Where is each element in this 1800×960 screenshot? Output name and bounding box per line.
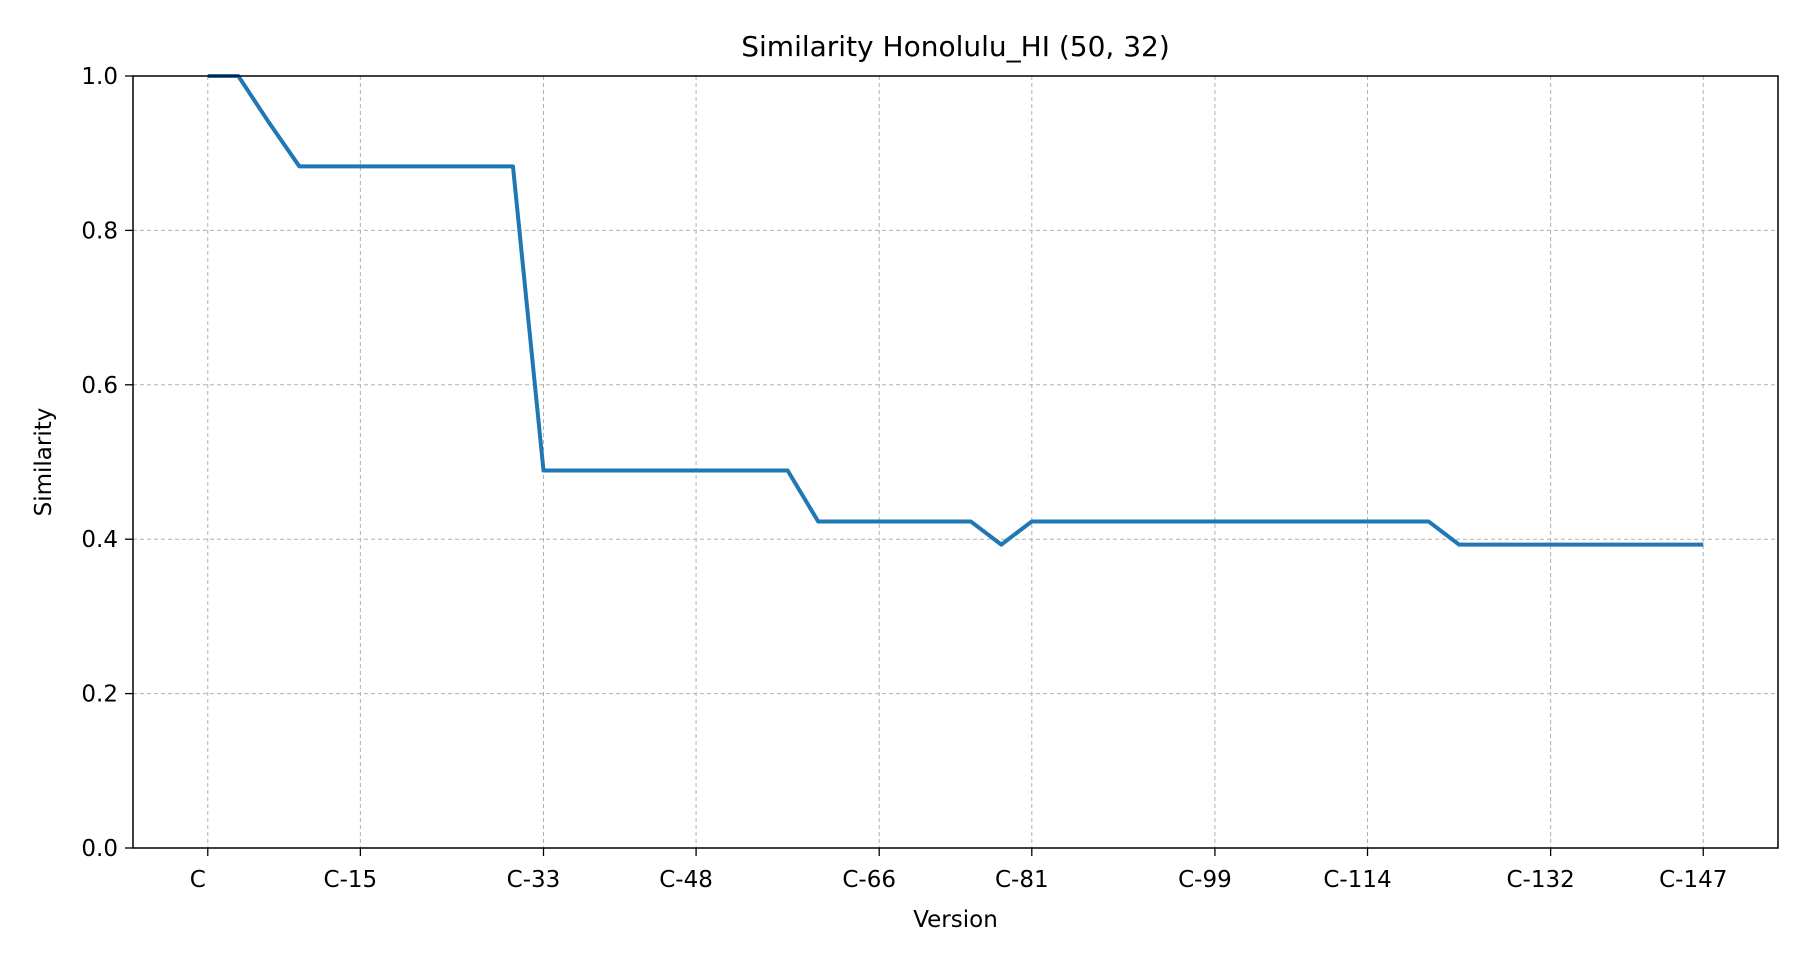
grid [133,76,1778,848]
y-axis-title: Similarity [31,408,57,517]
x-tick-label: C-114 [1323,867,1391,893]
x-tick-label: C-147 [1659,867,1727,893]
x-tick-label: C-66 [842,867,896,893]
series-line [207,74,1704,547]
ticks: C C-15 C-33 C-48 C-66 C-81 C-99 C-114 C-132 C-147… [81,64,1727,893]
y-tick-label: 0.0 [81,836,118,862]
x-tick-label: C-81 [995,867,1049,893]
plot-frame [132,75,1779,849]
y-tick-label: 0.6 [81,373,118,399]
y-tick-label: 0.8 [81,218,118,244]
x-tick-label: C-99 [1178,867,1232,893]
x-tick-label: C [190,867,206,893]
chart-title: Similarity Honolulu_HI (50, 32) [741,30,1170,63]
x-tick-label: C-48 [659,867,713,893]
y-tick-label: 1.0 [81,64,118,90]
x-tick-label: C-33 [507,867,561,893]
x-tick-label: C-132 [1506,867,1574,893]
x-axis-title: Version [913,907,998,933]
x-tick-label: C-15 [324,867,378,893]
y-tick-label: 0.4 [81,527,118,553]
y-tick-label: 0.2 [81,682,118,708]
